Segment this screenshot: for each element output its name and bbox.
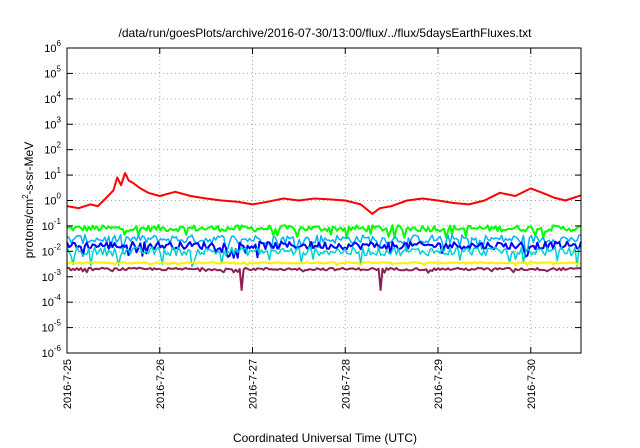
series-line-3 — [66, 234, 582, 253]
x-tick-label: 2016-7-29 — [433, 359, 445, 409]
chart-title: /data/run/goesPlots/archive/2016-07-30/1… — [119, 26, 533, 40]
x-tick-label: 2016-7-28 — [340, 359, 352, 409]
y-tick-label: 10-3 — [42, 268, 62, 284]
series-line-7 — [66, 266, 582, 291]
y-tick-label: 10-4 — [42, 293, 62, 309]
grid-lines — [66, 48, 581, 353]
x-axis-label: Coordinated Universal Time (UTC) — [233, 431, 417, 445]
y-tick-label: 10-2 — [42, 242, 62, 258]
series-line-1 — [66, 172, 582, 215]
series-line-2 — [66, 224, 582, 240]
x-tick-label: 2016-7-26 — [155, 359, 167, 409]
y-axis-ticks: 10-6 10-5 10-4 10-3 10-2 10-1 100 101 102 103 104 1… — [42, 39, 581, 360]
y-tick-label: 10-1 — [42, 217, 62, 233]
series-line-5 — [66, 246, 582, 268]
x-tick-label: 2016-7-25 — [62, 359, 74, 409]
x-tick-label: 2016-7-30 — [526, 359, 538, 409]
y-tick-label: 10-6 — [42, 344, 62, 360]
x-axis-ticks: 2016-7-25 2016-7-26 2016-7-27 2016-7-28 2016… — [62, 48, 538, 409]
y-tick-label: 102 — [44, 141, 61, 157]
y-tick-label: 106 — [44, 39, 61, 55]
y-axis-label: protons/cm2-s-sr-MeV — [21, 142, 36, 258]
series-line-6 — [66, 261, 582, 267]
y-tick-label: 103 — [44, 115, 61, 131]
y-tick-label: 101 — [44, 166, 61, 182]
series-group — [66, 172, 582, 291]
y-tick-label: 10-5 — [42, 319, 62, 335]
y-tick-label: 105 — [44, 64, 61, 80]
y-tick-label: 104 — [44, 90, 61, 106]
x-tick-label: 2016-7-27 — [248, 359, 260, 409]
y-tick-label: 100 — [44, 192, 61, 208]
